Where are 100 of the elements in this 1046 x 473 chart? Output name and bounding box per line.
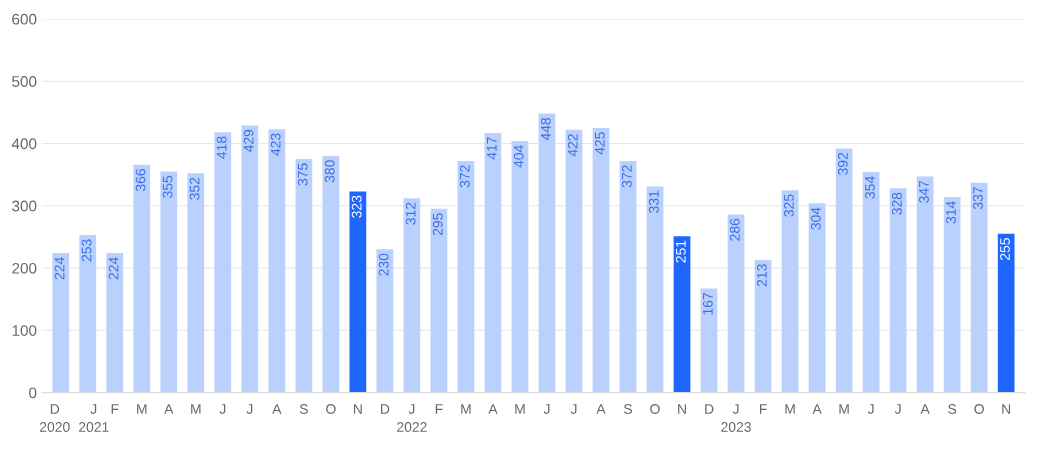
bar (781, 190, 799, 393)
y-tick-label: 400 (11, 138, 37, 150)
x-tick-label: A (488, 404, 498, 414)
y-tick-label: 100 (12, 325, 37, 336)
x-tick-label: J (570, 404, 577, 414)
data-label: 448 (540, 117, 551, 141)
y-tick-label: 300 (12, 200, 37, 212)
x-tick-label: A (596, 404, 606, 414)
y-tick-label: 200 (12, 262, 37, 274)
x-tick-label: J (543, 404, 550, 414)
x-tick-label: O (974, 404, 984, 414)
x-tick-label: M (137, 404, 147, 414)
bar (403, 198, 421, 393)
data-label: 417 (486, 137, 497, 160)
bar (943, 197, 961, 393)
x-tick-label: S (624, 404, 632, 414)
data-label: 213 (756, 264, 767, 287)
bar (268, 129, 286, 393)
bar (457, 160, 475, 393)
data-label: 331 (648, 190, 659, 213)
x-tick-label: J 2021 (79, 404, 109, 432)
x-tick-label: D (705, 404, 714, 414)
bar (673, 236, 691, 393)
bar (916, 176, 934, 393)
data-label: 392 (837, 152, 848, 175)
data-label: 224 (108, 257, 119, 280)
data-label: 423 (270, 133, 281, 156)
data-label: 304 (810, 207, 821, 230)
data-label: 422 (567, 134, 578, 157)
bar (160, 171, 178, 393)
bar (52, 253, 70, 393)
x-tick-label: D (381, 404, 390, 414)
x-tick-label: A (920, 404, 930, 414)
bar (997, 233, 1015, 393)
x-tick-label: A (272, 404, 282, 414)
x-tick-label: S (948, 404, 957, 414)
x-tick-label: J (867, 404, 874, 414)
bar (376, 249, 394, 393)
x-tick-label: M (191, 404, 201, 414)
data-label: 312 (405, 202, 416, 225)
bar (430, 208, 448, 393)
x-tick-label: N (1002, 404, 1011, 414)
x-tick-label: J 2022 (397, 404, 427, 432)
data-label: 314 (946, 201, 956, 224)
x-tick-label: F (759, 404, 767, 414)
data-label: 425 (594, 132, 605, 155)
x-tick-label: A (164, 404, 174, 414)
data-label: 380 (324, 160, 335, 183)
data-label: 325 (783, 194, 794, 217)
bar (322, 155, 340, 393)
bar (349, 191, 367, 393)
bar (889, 188, 907, 393)
x-tick-label: M (785, 404, 795, 414)
bar (646, 186, 664, 393)
bar (106, 253, 124, 393)
x-tick-label: M (461, 404, 471, 414)
data-label: 295 (432, 213, 443, 236)
x-tick-label: J (246, 404, 253, 414)
data-label: 230 (378, 253, 389, 276)
bar (187, 173, 205, 393)
data-label: 355 (162, 175, 173, 198)
y-tick-label: 600 (12, 13, 37, 25)
data-label: 323 (351, 195, 362, 218)
x-tick-label: J 2023 (721, 404, 751, 432)
y-tick-label: 0 (29, 387, 37, 399)
bar (835, 148, 853, 393)
x-tick-label: F (435, 404, 443, 414)
data-label: 337 (973, 187, 983, 210)
x-tick-label: F (111, 404, 119, 414)
data-label: 418 (216, 136, 227, 159)
data-label: 372 (621, 165, 632, 188)
bar (700, 288, 718, 393)
data-label: 375 (297, 163, 308, 186)
x-tick-label: J (894, 404, 901, 414)
data-label: 347 (919, 180, 929, 203)
data-label: 224 (54, 257, 65, 280)
data-label: 429 (243, 129, 254, 152)
bar (538, 113, 556, 393)
data-label: 404 (513, 145, 524, 168)
bar (754, 259, 772, 393)
x-tick-label: D 2020 (40, 404, 70, 432)
bar (214, 132, 232, 393)
bar (133, 164, 151, 393)
y-tick-label: 500 (12, 76, 37, 87)
bar (727, 214, 745, 393)
x-tick-label: S (299, 404, 308, 414)
bar (295, 159, 313, 393)
data-label: 251 (675, 240, 686, 263)
bar (592, 127, 610, 393)
x-tick-label: J (219, 404, 226, 414)
bar (79, 235, 97, 393)
bar (619, 160, 637, 393)
x-tick-label: O (326, 404, 336, 414)
bar (565, 129, 583, 393)
bar (484, 132, 502, 393)
bar (970, 182, 988, 393)
data-label: 328 (892, 192, 902, 215)
data-label: 255 (1000, 238, 1010, 260)
x-tick-label: M (515, 404, 525, 414)
data-label: 352 (189, 177, 200, 200)
